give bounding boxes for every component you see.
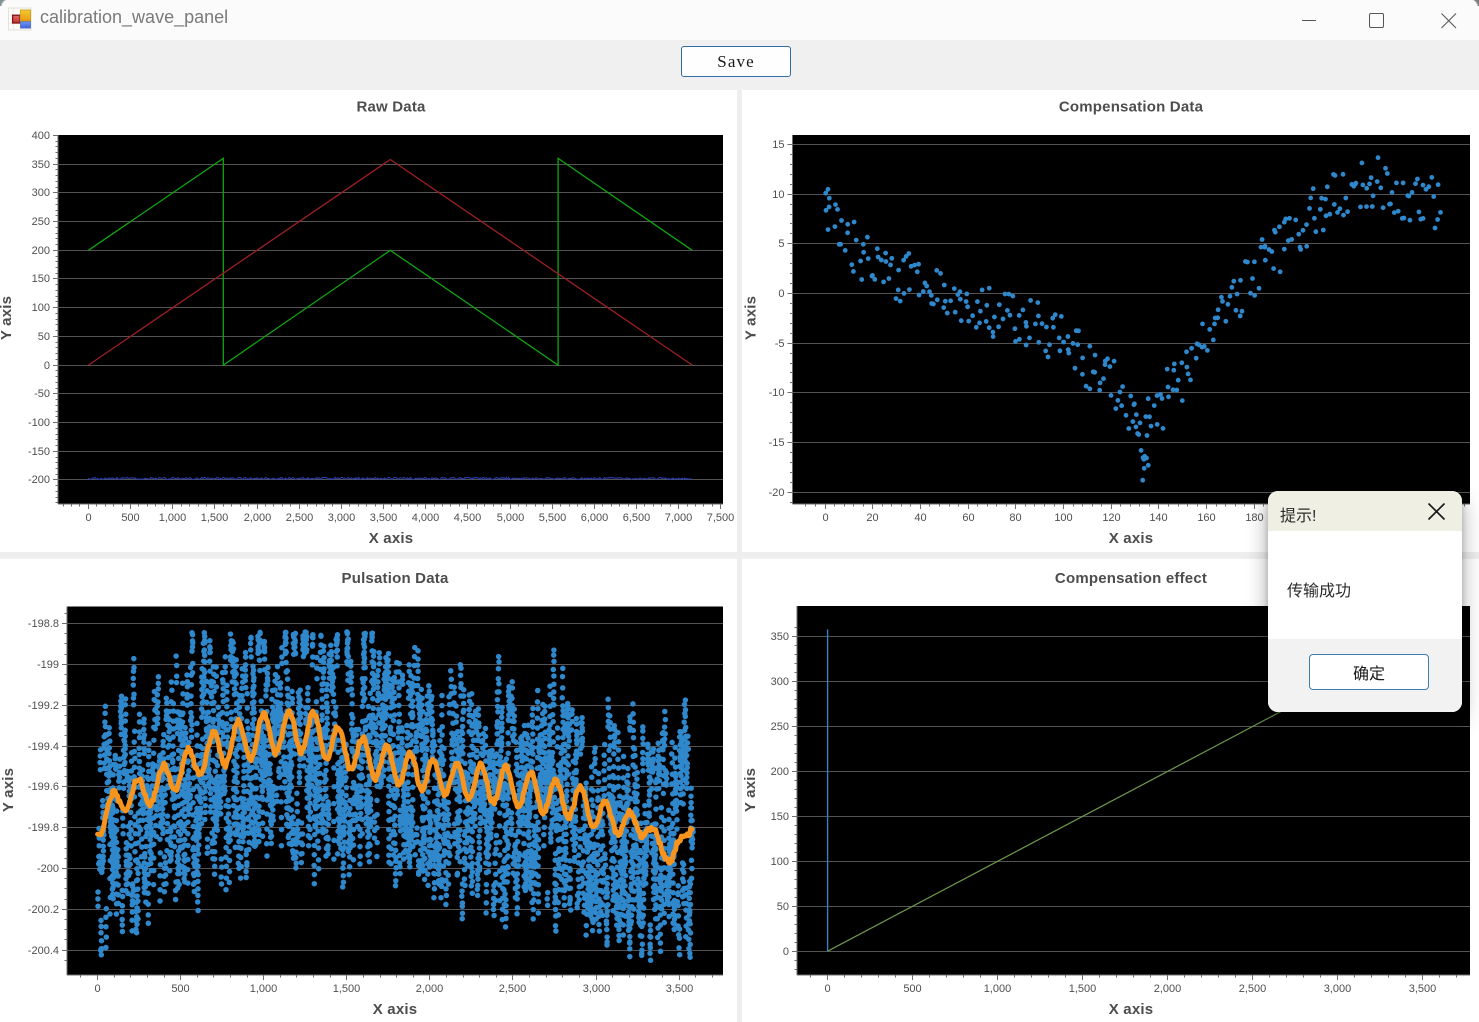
svg-text:2,000: 2,000 bbox=[1154, 983, 1182, 995]
svg-text:Y axis: Y axis bbox=[742, 768, 759, 812]
svg-text:0: 0 bbox=[824, 983, 830, 995]
svg-text:Y axis: Y axis bbox=[0, 768, 17, 812]
svg-text:-200: -200 bbox=[28, 474, 50, 486]
svg-text:2,500: 2,500 bbox=[1239, 983, 1267, 995]
svg-text:-200: -200 bbox=[37, 863, 59, 875]
svg-text:-199.6: -199.6 bbox=[28, 781, 59, 793]
svg-text:500: 500 bbox=[171, 983, 189, 995]
svg-text:120: 120 bbox=[1102, 512, 1120, 524]
svg-text:50: 50 bbox=[38, 331, 50, 343]
svg-text:-20: -20 bbox=[769, 487, 785, 499]
svg-text:-199.2: -199.2 bbox=[28, 700, 59, 712]
svg-text:100: 100 bbox=[32, 302, 50, 314]
svg-text:3,500: 3,500 bbox=[1409, 983, 1437, 995]
svg-text:Y axis: Y axis bbox=[743, 296, 760, 340]
svg-text:500: 500 bbox=[903, 983, 921, 995]
svg-text:250: 250 bbox=[32, 216, 50, 228]
svg-text:140: 140 bbox=[1149, 512, 1167, 524]
svg-text:4,500: 4,500 bbox=[454, 512, 482, 524]
svg-text:0: 0 bbox=[85, 512, 91, 524]
svg-text:150: 150 bbox=[771, 811, 789, 823]
svg-text:1,500: 1,500 bbox=[201, 512, 229, 524]
svg-text:500: 500 bbox=[121, 512, 139, 524]
svg-text:3,500: 3,500 bbox=[370, 512, 398, 524]
svg-text:Y axis: Y axis bbox=[0, 296, 15, 340]
svg-text:6,500: 6,500 bbox=[623, 512, 651, 524]
svg-text:50: 50 bbox=[777, 901, 789, 913]
svg-text:3,000: 3,000 bbox=[1324, 983, 1352, 995]
svg-text:-199.4: -199.4 bbox=[28, 741, 59, 753]
svg-text:5,000: 5,000 bbox=[497, 512, 525, 524]
svg-text:3,000: 3,000 bbox=[328, 512, 356, 524]
svg-text:0: 0 bbox=[44, 360, 50, 372]
svg-text:160: 160 bbox=[1197, 512, 1215, 524]
svg-text:200: 200 bbox=[771, 766, 789, 778]
svg-text:60: 60 bbox=[962, 512, 974, 524]
svg-text:-50: -50 bbox=[34, 388, 50, 400]
svg-text:X axis: X axis bbox=[373, 1001, 418, 1018]
svg-text:X axis: X axis bbox=[1109, 1001, 1154, 1018]
svg-text:Compensation effect: Compensation effect bbox=[1055, 570, 1207, 587]
svg-text:350: 350 bbox=[771, 631, 789, 643]
svg-text:-199.8: -199.8 bbox=[28, 822, 59, 834]
svg-text:5: 5 bbox=[778, 238, 784, 250]
svg-text:-199: -199 bbox=[37, 659, 59, 671]
svg-text:250: 250 bbox=[771, 721, 789, 733]
svg-text:0: 0 bbox=[94, 983, 100, 995]
svg-text:-150: -150 bbox=[28, 446, 50, 458]
svg-text:100: 100 bbox=[771, 856, 789, 868]
svg-text:200: 200 bbox=[32, 245, 50, 257]
svg-text:2,500: 2,500 bbox=[499, 983, 527, 995]
svg-text:4,000: 4,000 bbox=[412, 512, 440, 524]
svg-text:1,500: 1,500 bbox=[333, 983, 361, 995]
svg-text:40: 40 bbox=[914, 512, 926, 524]
svg-text:Raw Data: Raw Data bbox=[356, 99, 426, 116]
svg-text:400: 400 bbox=[32, 130, 50, 142]
svg-text:150: 150 bbox=[32, 273, 50, 285]
svg-text:-100: -100 bbox=[28, 417, 50, 429]
svg-text:2,000: 2,000 bbox=[244, 512, 272, 524]
svg-text:15: 15 bbox=[772, 139, 784, 151]
svg-text:180: 180 bbox=[1245, 512, 1263, 524]
svg-text:Pulsation Data: Pulsation Data bbox=[342, 570, 449, 587]
svg-text:5,500: 5,500 bbox=[539, 512, 567, 524]
svg-text:7,000: 7,000 bbox=[665, 512, 693, 524]
svg-text:-15: -15 bbox=[769, 437, 785, 449]
svg-text:2,500: 2,500 bbox=[286, 512, 314, 524]
svg-text:-5: -5 bbox=[775, 338, 785, 350]
svg-text:X axis: X axis bbox=[1109, 530, 1154, 547]
svg-text:1,000: 1,000 bbox=[984, 983, 1012, 995]
svg-text:-200.4: -200.4 bbox=[28, 945, 59, 957]
svg-text:X axis: X axis bbox=[369, 530, 414, 547]
svg-text:350: 350 bbox=[32, 159, 50, 171]
svg-text:Compensation Data: Compensation Data bbox=[1059, 99, 1204, 116]
svg-text:10: 10 bbox=[772, 189, 784, 201]
svg-text:-198.8: -198.8 bbox=[28, 618, 59, 630]
svg-text:0: 0 bbox=[783, 946, 789, 958]
svg-text:7,500: 7,500 bbox=[707, 512, 735, 524]
svg-text:300: 300 bbox=[771, 676, 789, 688]
svg-text:3,000: 3,000 bbox=[583, 983, 611, 995]
svg-text:300: 300 bbox=[32, 187, 50, 199]
svg-text:3,500: 3,500 bbox=[666, 983, 694, 995]
svg-text:1,000: 1,000 bbox=[159, 512, 187, 524]
svg-text:1,000: 1,000 bbox=[250, 983, 278, 995]
svg-text:1,500: 1,500 bbox=[1069, 983, 1097, 995]
svg-text:0: 0 bbox=[822, 512, 828, 524]
svg-text:2,000: 2,000 bbox=[416, 983, 444, 995]
svg-text:-10: -10 bbox=[769, 387, 785, 399]
svg-text:6,000: 6,000 bbox=[581, 512, 609, 524]
svg-text:20: 20 bbox=[866, 512, 878, 524]
svg-text:-200.2: -200.2 bbox=[28, 904, 59, 916]
svg-text:80: 80 bbox=[1009, 512, 1021, 524]
svg-text:100: 100 bbox=[1054, 512, 1072, 524]
svg-text:0: 0 bbox=[778, 288, 784, 300]
